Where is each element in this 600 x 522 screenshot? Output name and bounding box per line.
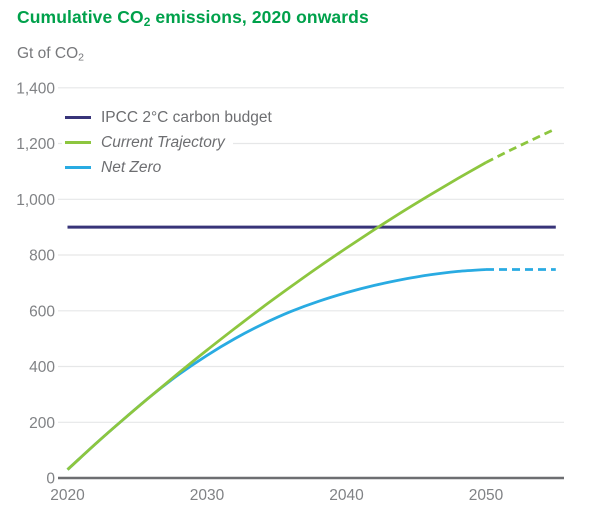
page-title: Cumulative CO2 emissions, 2020 onwards (17, 7, 369, 29)
unit-text: Gt of CO (17, 45, 79, 62)
legend-label-ipcc-budget: IPCC 2°C carbon budget (101, 108, 272, 126)
legend-item-net-zero: Net Zero (62, 155, 170, 180)
series-line-net-zero (66, 268, 487, 471)
y-tick-label: 400 (29, 359, 55, 376)
y-tick-label: 200 (29, 415, 55, 432)
y-tick-label: 1,200 (16, 136, 55, 153)
title-text-rest: emissions, 2020 onwards (150, 7, 369, 27)
x-tick-label: 2020 (50, 487, 85, 504)
legend: IPCC 2°C carbon budget Current Trajector… (62, 105, 280, 180)
legend-swatch-current-trajectory (65, 141, 91, 144)
legend-swatch-net-zero (65, 166, 91, 169)
y-axis-unit-label: Gt of CO2 (17, 45, 84, 64)
title-text: Cumulative CO (17, 7, 144, 27)
legend-label-net-zero: Net Zero (101, 158, 162, 176)
x-tick-label: 2040 (329, 487, 364, 504)
legend-swatch-ipcc-budget (65, 116, 91, 119)
y-tick-label: 800 (29, 248, 55, 265)
legend-item-ipcc-budget: IPCC 2°C carbon budget (62, 105, 280, 130)
series-line-dashed-current-trajectory (485, 127, 557, 164)
y-tick-label: 0 (46, 471, 55, 488)
x-tick-label: 2050 (469, 487, 504, 504)
y-tick-label: 1,000 (16, 192, 55, 209)
unit-subscript: 2 (78, 51, 85, 64)
y-tick-label: 600 (29, 303, 55, 320)
legend-item-current-trajectory: Current Trajectory (62, 130, 233, 155)
y-tick-label: 1,400 (16, 80, 55, 97)
title-subscript: 2 (143, 14, 151, 29)
legend-label-current-trajectory: Current Trajectory (101, 133, 225, 151)
series-line-current-trajectory (66, 161, 487, 471)
x-tick-label: 2030 (190, 487, 225, 504)
